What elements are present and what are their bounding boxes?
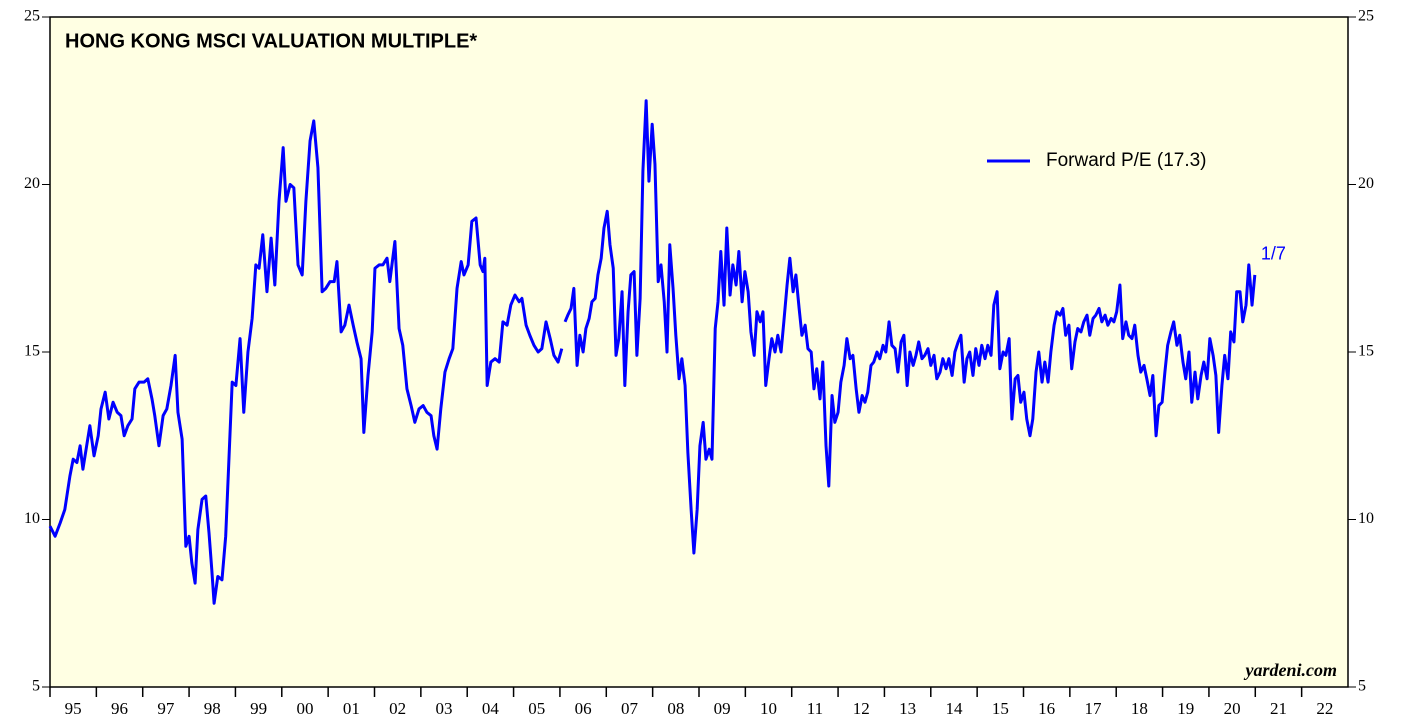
x-tick-label: 00	[296, 699, 313, 717]
x-tick-label: 11	[807, 699, 823, 717]
x-tick-label: 99	[250, 699, 267, 717]
annotation: 1/7	[1261, 244, 1286, 264]
x-tick-label: 13	[899, 699, 916, 717]
x-tick-label: 12	[853, 699, 870, 717]
x-tick-label: 03	[436, 699, 453, 717]
x-tick-label: 95	[65, 699, 82, 717]
series-line	[48, 99, 1257, 605]
plot-frame	[49, 16, 1349, 688]
x-tick-label: 10	[760, 699, 777, 717]
x-tick-label: 04	[482, 699, 500, 717]
y-tick-label: 15	[24, 343, 40, 360]
x-tick-label: 16	[1038, 699, 1055, 717]
x-tick-label: 22	[1316, 699, 1333, 717]
y2-tick-label: 15	[1358, 343, 1374, 360]
x-tick-label: 97	[157, 699, 175, 717]
legend-label: Forward P/E (17.3)	[1046, 150, 1207, 171]
y2-tick-label: 25	[1358, 8, 1374, 25]
x-tick-label: 19	[1177, 699, 1194, 717]
y2-tick-label: 10	[1358, 510, 1374, 527]
y-tick-label: 20	[24, 175, 40, 192]
plot-background	[50, 17, 1348, 687]
x-tick-label: 02	[389, 699, 406, 717]
x-tick-label: 18	[1131, 699, 1148, 717]
y-tick-label: 25	[24, 8, 40, 25]
x-tick-label: 96	[111, 699, 128, 717]
chart-title: HONG KONG MSCI VALUATION MULTIPLE*	[65, 30, 477, 52]
y2-tick-label: 20	[1358, 175, 1374, 192]
x-tick-label: 14	[945, 699, 963, 717]
x-tick-label: 05	[528, 699, 545, 717]
x-tick-label: 98	[204, 699, 221, 717]
x-tick-label: 01	[343, 699, 360, 717]
x-tick-label: 21	[1270, 699, 1287, 717]
y-tick-label: 10	[24, 510, 40, 527]
x-tick-label: 17	[1085, 699, 1103, 717]
y-tick-label: 5	[32, 678, 40, 695]
x-tick-label: 09	[714, 699, 731, 717]
y2-tick-label: 5	[1358, 678, 1366, 695]
x-tick-label: 08	[667, 699, 684, 717]
x-tick-label: 20	[1224, 699, 1241, 717]
x-tick-label: 07	[621, 699, 639, 717]
x-tick-label: 15	[992, 699, 1009, 717]
x-tick-label: 06	[575, 699, 592, 717]
source-label: yardeni.com	[1244, 660, 1338, 680]
